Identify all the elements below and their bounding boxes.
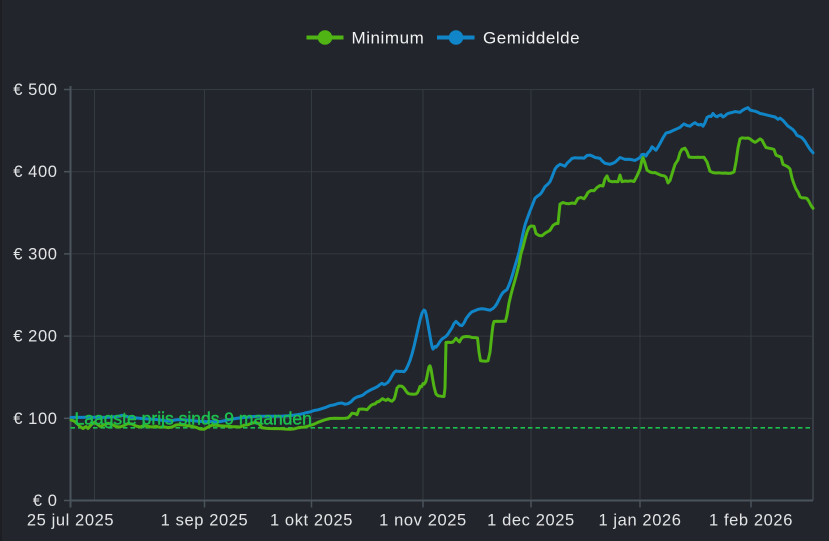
svg-text:1 jan 2026: 1 jan 2026 [598,512,681,530]
svg-text:€ 400: € 400 [13,163,57,181]
svg-text:€ 500: € 500 [13,81,57,99]
svg-text:Minimum: Minimum [352,29,425,48]
svg-text:Gemiddelde: Gemiddelde [483,29,580,48]
svg-text:1 okt 2025: 1 okt 2025 [270,512,353,530]
svg-text:€ 200: € 200 [13,328,57,346]
svg-text:€ 300: € 300 [13,245,57,263]
svg-text:1 sep 2025: 1 sep 2025 [161,512,249,530]
svg-text:€ 0: € 0 [33,492,58,510]
svg-text:€ 100: € 100 [13,410,57,428]
svg-text:25 jul 2025: 25 jul 2025 [27,512,114,530]
svg-text:1 dec 2025: 1 dec 2025 [487,512,575,530]
svg-text:1 nov 2025: 1 nov 2025 [379,512,467,530]
svg-text:1 feb 2026: 1 feb 2026 [709,512,793,530]
svg-text:Laagste prijs sinds 9 maanden: Laagste prijs sinds 9 maanden [75,409,312,429]
